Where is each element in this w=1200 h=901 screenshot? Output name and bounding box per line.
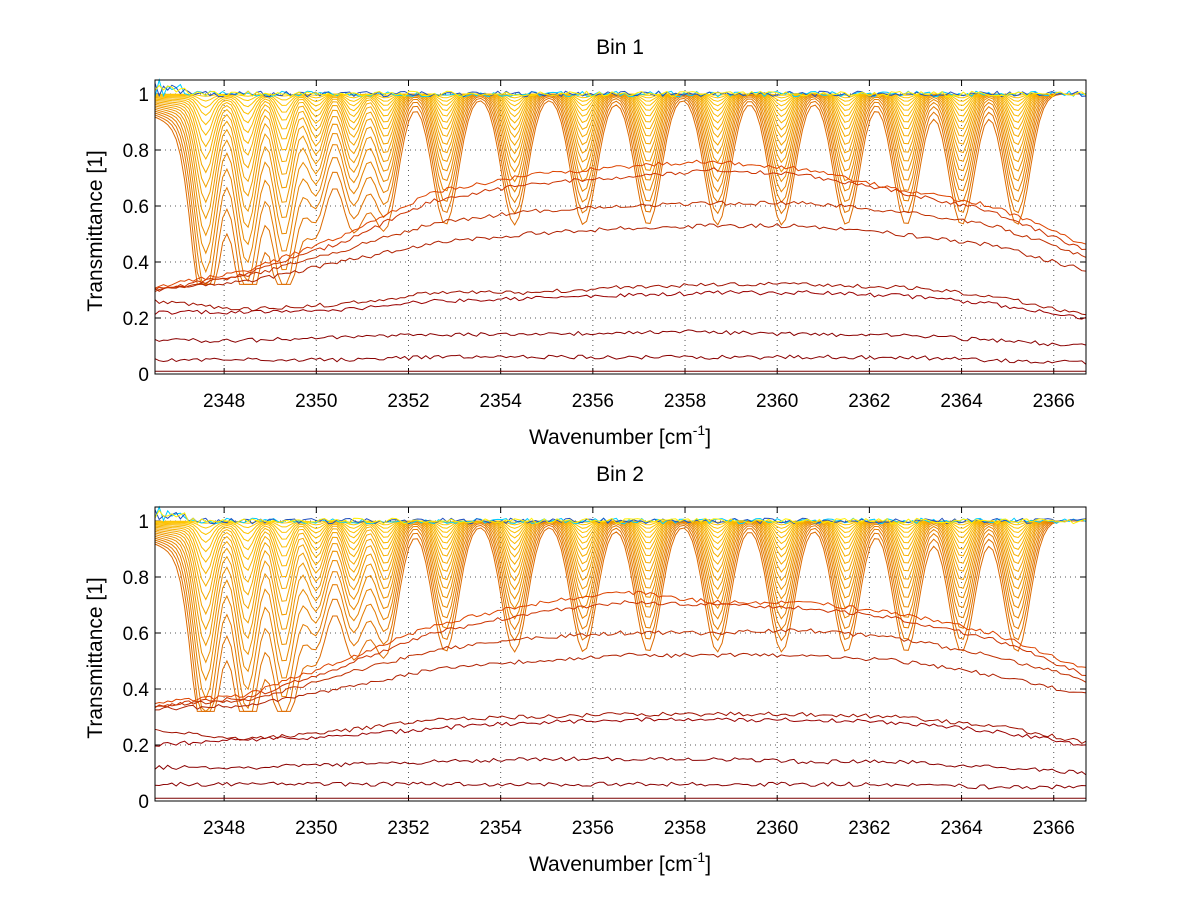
- x-tick-label: 2356: [572, 391, 614, 412]
- y-tick-labels: 0 0.2 0.4 0.6 0.8 1: [123, 512, 150, 813]
- x-tick-label: 2352: [387, 391, 429, 412]
- x-tick-label: 2358: [664, 818, 706, 839]
- series-line: [154, 290, 1087, 320]
- series-line: [154, 509, 1087, 525]
- y-tick-label: 1: [138, 512, 149, 533]
- y-tick-label: 0.8: [123, 568, 149, 589]
- x-tick-label: 2362: [848, 391, 890, 412]
- x-tick-label: 2360: [756, 391, 798, 412]
- series-line: [154, 520, 1086, 701]
- series-line: [154, 167, 1087, 291]
- series-line: [154, 93, 1086, 255]
- y-tick-label: 1: [138, 85, 149, 106]
- x-axis-label: Wavenumber [cm-1]: [529, 849, 711, 876]
- x-tick-labels: 2348 2350 2352 2354 2356 2358 2360 2362 2364 2366: [203, 391, 1075, 412]
- series-line: [154, 520, 1086, 713]
- x-tick-label: 2348: [203, 391, 245, 412]
- y-tick-label: 0.2: [123, 736, 149, 757]
- y-tick-label: 0: [138, 365, 149, 386]
- series-line: [154, 82, 1087, 98]
- series-line: [154, 520, 1086, 682]
- series-line: [154, 93, 1086, 274]
- series-line: [154, 281, 1087, 316]
- y-tick-label: 0.6: [123, 624, 149, 645]
- y-tick-label: 0.8: [123, 141, 149, 162]
- series-line: [154, 509, 1087, 525]
- axes-frame: [154, 79, 1087, 375]
- chart-panel-bin2: Bin 2 2348 2350 2352 2354 2356 2358 2360 2362 23…: [84, 463, 1087, 876]
- series-line: [155, 652, 1087, 711]
- series-line: [154, 781, 1087, 790]
- series-line: [154, 93, 1086, 285]
- x-tick-label: 2364: [940, 818, 983, 839]
- x-tick-label: 2348: [203, 818, 245, 839]
- y-axis-label: Transmittance [1]: [84, 577, 107, 738]
- x-tick-label: 2354: [480, 818, 523, 839]
- x-tick-label: 2358: [664, 391, 706, 412]
- x-tick-label: 2366: [1033, 818, 1075, 839]
- x-tick-label: 2350: [295, 818, 337, 839]
- series-line: [154, 222, 1087, 292]
- series-line: [154, 354, 1087, 365]
- chart-title: Bin 2: [596, 463, 644, 486]
- series-line: [154, 329, 1087, 347]
- chart-panel-bin1: Bin 1 2348 2350 2352 2354 2356 2358 2360 2362 23…: [84, 36, 1087, 449]
- series-line: [154, 84, 1087, 98]
- x-axis-label: Wavenumber [cm-1]: [529, 422, 711, 449]
- y-tick-label: 0.2: [123, 309, 149, 330]
- series-line: [154, 93, 1086, 286]
- series-group: [154, 505, 1087, 802]
- series-line: [154, 159, 1087, 289]
- x-tick-label: 2350: [295, 391, 337, 412]
- x-tick-label: 2366: [1033, 391, 1075, 412]
- x-tick-label: 2352: [387, 818, 429, 839]
- chart-title: Bin 1: [596, 36, 644, 59]
- x-tick-labels: 2348 2350 2352 2354 2356 2358 2360 2362 2364 2366: [203, 818, 1075, 839]
- series-line: [154, 520, 1086, 712]
- y-tick-labels: 0 0.2 0.4 0.6 0.8 1: [123, 85, 150, 386]
- y-tick-label: 0.4: [123, 253, 150, 274]
- y-tick-label: 0.4: [123, 680, 150, 701]
- y-axis-label: Transmittance [1]: [84, 150, 107, 311]
- x-tick-label: 2362: [848, 818, 890, 839]
- series-line: [154, 200, 1087, 293]
- x-tick-label: 2360: [756, 818, 798, 839]
- series-line: [154, 520, 1086, 647]
- series-line: [154, 711, 1087, 745]
- series-line: [154, 520, 1086, 712]
- series-group: [154, 78, 1087, 375]
- series-line: [154, 590, 1087, 705]
- series-line: [154, 600, 1087, 709]
- axes-frame: [154, 506, 1087, 802]
- x-tick-label: 2364: [940, 391, 983, 412]
- series-line: [154, 628, 1087, 708]
- series-line: [154, 717, 1087, 747]
- x-tick-label: 2354: [480, 391, 523, 412]
- series-line: [154, 93, 1086, 285]
- x-tick-label: 2356: [572, 818, 614, 839]
- series-line: [154, 756, 1087, 776]
- y-tick-label: 0.6: [123, 197, 149, 218]
- y-tick-label: 0: [138, 792, 149, 813]
